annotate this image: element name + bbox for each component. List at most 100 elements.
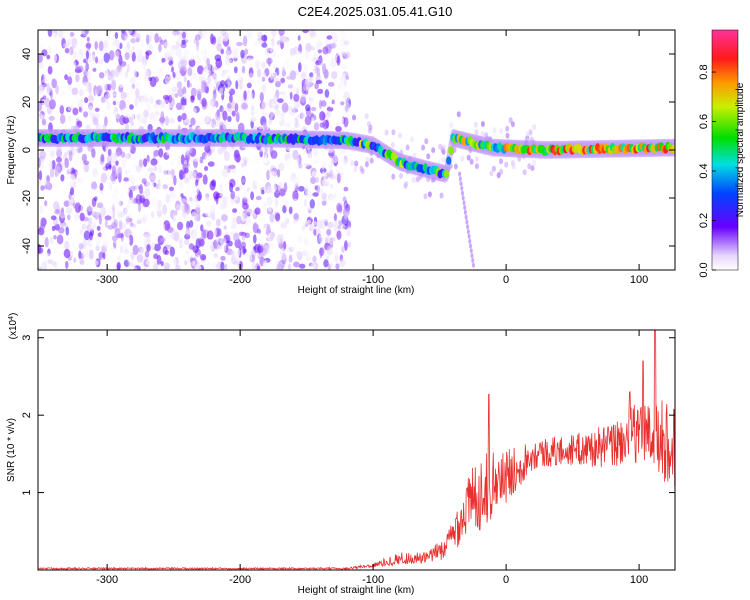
spectrogram-noise-blob — [79, 170, 87, 179]
spectrogram-noise-blob — [139, 184, 143, 195]
spectrogram-noise-blob — [289, 91, 293, 100]
spectrogram-noise-blob — [242, 185, 246, 193]
spectrogram-noise-blob — [169, 246, 175, 257]
spectrogram-noise-blob — [251, 109, 258, 114]
spectrogram-noise-blob — [132, 223, 136, 229]
spectrogram-noise-blob — [341, 245, 345, 254]
spectrogram-noise-blob — [78, 243, 84, 250]
spectrogram-noise-blob — [331, 194, 338, 202]
spectrogram-noise-blob — [274, 58, 280, 66]
spectrogram-noise-blob — [204, 263, 210, 270]
spectrogram-noise-blob — [329, 169, 334, 179]
spectrogram-noise-blob — [154, 33, 159, 44]
spectrogram-noise-blob — [295, 251, 302, 258]
spectrogram-noise-blob — [246, 208, 253, 215]
spectrogram-noise-blob — [72, 107, 79, 116]
spectrogram-noise-blob — [177, 88, 184, 97]
spectrogram-noise-blob — [411, 177, 416, 183]
spectrogram-noise-blob — [49, 237, 54, 245]
spectrogram-noise-blob — [300, 258, 306, 264]
spectrogram-noise-blob — [136, 253, 144, 263]
spectrogram-noise-blob — [242, 191, 248, 200]
spectrogram-noise-blob — [525, 131, 530, 137]
spectrogram-noise-blob — [391, 129, 396, 136]
spectrogram-noise-blob — [123, 188, 130, 194]
spectrogram-noise-blob — [130, 252, 135, 261]
spectrogram-noise-blob — [223, 241, 227, 252]
spectrogram-noise-blob — [190, 95, 195, 103]
spectrogram-noise-blob — [71, 87, 79, 96]
spectrogram-noise-blob — [164, 63, 170, 72]
spectrogram-noise-blob — [129, 222, 134, 227]
spectrogram-noise-blob — [270, 47, 277, 58]
spectrogram-noise-blob — [98, 214, 102, 225]
spectrogram-noise-blob — [278, 65, 283, 76]
spectrogram-noise-blob — [177, 115, 182, 122]
spectrogram-noise-blob — [278, 162, 285, 172]
spectrogram-noise-blob — [256, 79, 262, 86]
spectrogram-noise-blob — [126, 41, 130, 50]
spectrogram-noise-blob — [133, 69, 138, 78]
spectrogram-noise-blob — [129, 86, 133, 95]
spectrogram-noise-blob — [119, 60, 127, 67]
spectrogram-noise-blob — [181, 39, 186, 45]
spectrogram-noise-blob — [41, 118, 47, 126]
spectrogram-streak-blob — [470, 253, 474, 259]
spectrogram-noise-blob — [87, 217, 93, 225]
spectrogram-noise-blob — [49, 159, 53, 171]
spectrogram-noise-blob — [104, 255, 109, 263]
spectrogram-noise-blob — [291, 63, 298, 68]
spectrogram-noise-blob — [84, 30, 89, 35]
spectrogram-noise-blob — [268, 86, 273, 91]
spectrogram-streak-blob — [468, 238, 472, 244]
spectrogram-noise-blob — [128, 262, 135, 267]
spectrogram-noise-blob — [332, 155, 339, 163]
spectrogram-noise-blob — [158, 43, 162, 53]
spectrogram-noise-blob — [78, 88, 84, 97]
spectrogram-noise-blob — [297, 193, 303, 198]
spectrogram-noise-blob — [269, 213, 275, 223]
spectrogram-noise-blob — [146, 103, 151, 112]
spectrogram-noise-blob — [144, 92, 149, 97]
spectrogram-noise-blob — [179, 180, 184, 190]
y-tick-label: -20 — [21, 190, 33, 206]
spectrogram-noise-blob — [64, 74, 68, 81]
spectrogram-noise-blob — [238, 80, 243, 90]
spectrogram-noise-blob — [302, 30, 309, 34]
spectrogram-noise-blob — [202, 174, 208, 185]
spectrogram-noise-blob — [67, 76, 73, 85]
spectrogram-noise-blob — [111, 193, 118, 200]
spectrogram-noise-blob — [237, 190, 241, 198]
spectrogram-noise-blob — [180, 241, 185, 247]
spectrogram-noise-blob — [192, 245, 199, 254]
spectrogram-noise-blob — [191, 260, 196, 266]
spectrogram-noise-blob — [59, 114, 66, 124]
spectrogram-noise-blob — [200, 254, 207, 261]
spectrogram-noise-blob — [86, 71, 92, 80]
spectrogram-noise-blob — [309, 199, 315, 209]
spectrogram-noise-blob — [47, 217, 51, 228]
spectrogram-noise-blob — [86, 204, 94, 212]
spectrogram-noise-blob — [75, 171, 80, 181]
spectrogram-noise-blob — [336, 98, 341, 106]
spectrogram-noise-blob — [431, 147, 436, 154]
spectrogram-noise-blob — [172, 216, 176, 222]
spectrogram-noise-blob — [68, 259, 72, 265]
spectrogram-noise-blob — [220, 255, 226, 261]
spectrogram-noise-blob — [40, 114, 47, 120]
spectrogram-noise-blob — [179, 216, 183, 221]
spectrogram-noise-blob — [123, 177, 129, 182]
spectrogram-noise-blob — [224, 263, 228, 270]
spectrogram-noise-blob — [246, 221, 253, 229]
spectrogram-noise-blob — [303, 237, 309, 247]
spectrogram-ridge-cell — [671, 144, 675, 153]
spectrogram-noise-blob — [105, 185, 109, 190]
y-tick-label: 20 — [21, 96, 33, 108]
spectrogram-noise-blob — [232, 253, 239, 259]
spectrogram-noise-blob — [344, 51, 351, 59]
spectrogram-noise-blob — [168, 60, 173, 66]
spectrogram-noise-blob — [300, 94, 307, 103]
spectrogram-noise-blob — [125, 237, 131, 245]
spectrogram-noise-blob — [261, 219, 268, 231]
spectrogram-noise-blob — [236, 41, 244, 47]
